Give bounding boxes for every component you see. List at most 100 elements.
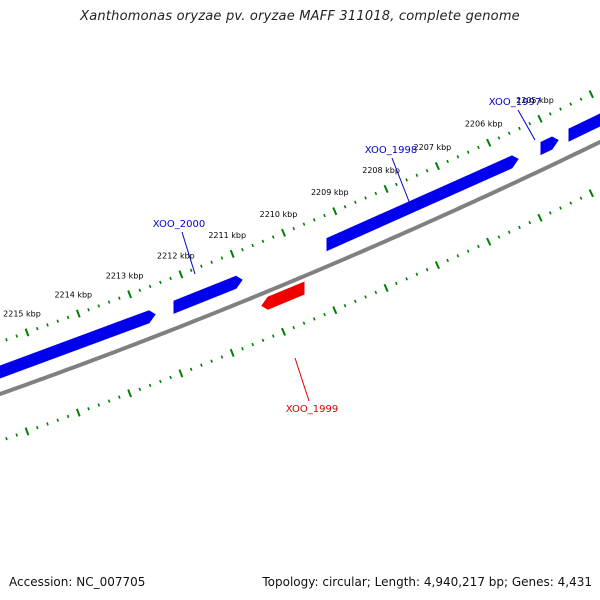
gene-xoo-1997-feature bbox=[540, 136, 559, 156]
outer-ruler-minor-tick bbox=[261, 239, 265, 243]
outer-ruler-minor-tick bbox=[220, 256, 224, 260]
inner-ruler-minor-tick bbox=[148, 383, 152, 388]
outer-ruler-major-tick bbox=[486, 138, 492, 147]
gene-label: XOO_2000 bbox=[153, 219, 205, 230]
outer-ruler-major-tick bbox=[24, 328, 30, 337]
outer-ruler-minor-tick bbox=[323, 213, 326, 218]
inner-ruler-minor-tick bbox=[343, 304, 347, 308]
accession-text: Accession: NC_007705 bbox=[9, 575, 146, 589]
inner-ruler-minor-tick bbox=[374, 290, 378, 295]
outer-tick-ruler bbox=[5, 90, 594, 342]
ruler-label: 2215 kbp bbox=[3, 309, 41, 318]
gene-partial-feature bbox=[568, 113, 600, 142]
inner-ruler-major-tick bbox=[537, 213, 543, 222]
outer-ruler-minor-tick bbox=[15, 334, 19, 338]
outer-ruler-minor-tick bbox=[302, 222, 306, 226]
backbone-line bbox=[0, 139, 600, 397]
ruler-label: 2207 kbp bbox=[414, 143, 452, 152]
outer-ruler-minor-tick bbox=[5, 338, 8, 342]
gene-label-leader bbox=[391, 157, 411, 205]
outer-ruler-minor-tick bbox=[353, 200, 357, 205]
outer-ruler-minor-tick bbox=[251, 243, 255, 248]
inner-ruler-minor-tick bbox=[87, 407, 90, 411]
outer-ruler-minor-tick bbox=[425, 169, 429, 173]
outer-ruler-minor-tick bbox=[200, 264, 203, 268]
outer-ruler-minor-tick bbox=[364, 196, 367, 200]
outer-ruler-minor-tick bbox=[66, 315, 70, 320]
outer-ruler-minor-tick bbox=[569, 102, 573, 106]
inner-ruler-minor-tick bbox=[518, 225, 521, 230]
inner-ruler-minor-tick bbox=[302, 321, 306, 325]
inner-ruler-minor-tick bbox=[46, 422, 49, 426]
inner-ruler-minor-tick bbox=[159, 379, 162, 384]
outer-ruler-minor-tick bbox=[518, 126, 521, 131]
inner-ruler-minor-tick bbox=[5, 437, 8, 441]
inner-ruler-minor-tick bbox=[466, 249, 470, 253]
outer-ruler-minor-tick bbox=[271, 235, 275, 239]
gene-label-leader bbox=[517, 109, 536, 141]
outer-ruler-major-tick bbox=[383, 184, 389, 193]
ruler-label: 2206 kbp bbox=[465, 120, 503, 129]
inner-ruler-minor-tick bbox=[138, 387, 142, 392]
ruler-labels: 2205 kbp 2206 kbp 2207 kbp 2208 kbp 2209 kbp… bbox=[3, 96, 554, 319]
inner-ruler-minor-tick bbox=[292, 325, 296, 330]
inner-ruler-major-tick bbox=[588, 189, 594, 198]
outer-ruler-minor-tick bbox=[241, 248, 244, 252]
outer-ruler-minor-tick bbox=[507, 131, 511, 135]
outer-ruler-major-tick bbox=[178, 270, 184, 279]
outer-ruler-major-tick bbox=[588, 90, 594, 99]
inner-ruler-minor-tick bbox=[548, 211, 552, 215]
outer-ruler-minor-tick bbox=[559, 107, 562, 111]
ruler-label: 2213 kbp bbox=[106, 271, 144, 280]
inner-ruler-minor-tick bbox=[15, 433, 19, 437]
gene-features bbox=[0, 113, 600, 379]
inner-ruler-major-tick bbox=[229, 348, 235, 357]
outer-ruler-major-tick bbox=[281, 228, 286, 237]
outer-ruler-minor-tick bbox=[107, 300, 111, 304]
gene-labels: XOO_1997 XOO_1998 XOO_1999 XOO_2000 bbox=[153, 97, 541, 415]
outer-ruler-minor-tick bbox=[477, 145, 480, 150]
outer-ruler-minor-tick bbox=[528, 121, 532, 126]
ruler-label: 2208 kbp bbox=[362, 166, 400, 175]
ruler-label: 2214 kbp bbox=[54, 291, 92, 300]
outer-ruler-minor-tick bbox=[46, 323, 49, 327]
inner-ruler-minor-tick bbox=[353, 299, 357, 304]
ruler-label: 2205 kbp bbox=[516, 96, 554, 105]
outer-ruler-minor-tick bbox=[97, 304, 101, 308]
inner-ruler-minor-tick bbox=[312, 317, 316, 321]
outer-ruler-minor-tick bbox=[87, 308, 90, 312]
inner-ruler-minor-tick bbox=[559, 206, 562, 210]
inner-ruler-minor-tick bbox=[118, 395, 121, 399]
inner-ruler-major-tick bbox=[24, 427, 30, 436]
outer-ruler-minor-tick bbox=[312, 218, 316, 222]
outer-ruler-major-tick bbox=[332, 207, 338, 216]
inner-ruler-minor-tick bbox=[210, 359, 213, 363]
inner-ruler-minor-tick bbox=[446, 258, 450, 263]
gene-label: XOO_1998 bbox=[365, 145, 417, 156]
outer-ruler-minor-tick bbox=[497, 136, 501, 140]
ruler-label: 2209 kbp bbox=[311, 188, 349, 197]
outer-ruler-major-tick bbox=[229, 249, 235, 258]
outer-ruler-minor-tick bbox=[189, 268, 193, 272]
inner-ruler-minor-tick bbox=[107, 399, 111, 403]
outer-ruler-minor-tick bbox=[210, 260, 213, 264]
outer-ruler-minor-tick bbox=[548, 112, 552, 116]
outer-ruler-minor-tick bbox=[466, 150, 470, 154]
inner-ruler-minor-tick bbox=[477, 244, 480, 249]
inner-ruler-minor-tick bbox=[528, 220, 532, 225]
inner-ruler-minor-tick bbox=[497, 235, 501, 239]
inner-ruler-minor-tick bbox=[405, 277, 408, 281]
inner-ruler-major-tick bbox=[332, 306, 338, 315]
inner-ruler-minor-tick bbox=[189, 367, 193, 371]
gene-label-leader bbox=[294, 357, 310, 402]
inner-ruler-minor-tick bbox=[220, 355, 224, 359]
inner-ruler-minor-tick bbox=[241, 347, 244, 351]
outer-ruler-minor-tick bbox=[343, 205, 347, 209]
genome-backbone bbox=[0, 139, 600, 397]
outer-ruler-minor-tick bbox=[292, 226, 296, 231]
inner-ruler-minor-tick bbox=[364, 295, 367, 299]
outer-ruler-minor-tick bbox=[35, 326, 39, 331]
outer-ruler-minor-tick bbox=[169, 276, 172, 281]
outer-ruler-major-tick bbox=[75, 309, 81, 318]
